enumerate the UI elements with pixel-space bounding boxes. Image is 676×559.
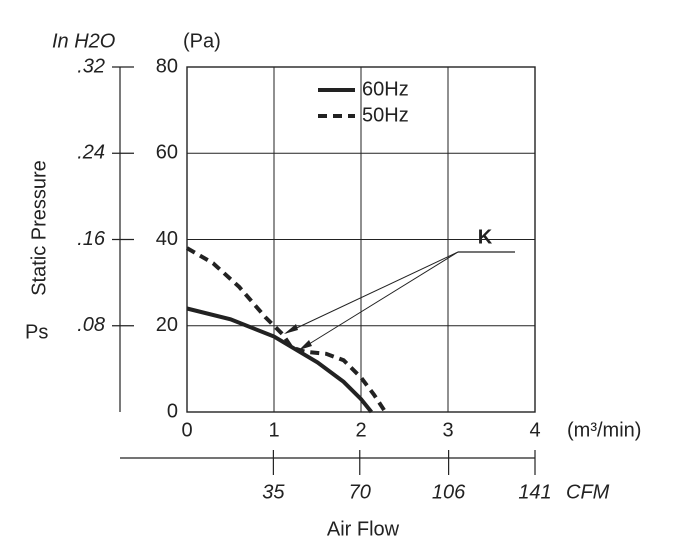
legend-label: 60Hz [362,78,409,100]
x2-tick-label: 70 [349,481,371,503]
series-line [186,306,373,414]
y2-unit: In H2O [52,30,115,52]
x-tick-label: 3 [442,419,453,441]
y-tick-label: 20 [156,314,178,336]
y-tick-label: 0 [167,400,178,422]
x-label: Air Flow [327,518,400,540]
y2-tick-label: .08 [77,314,105,336]
annotation-arrow [300,251,459,350]
arrow-head [284,324,298,334]
annotation: K [478,226,493,248]
plot-frame [186,66,536,413]
y-tick-label: 80 [156,55,178,77]
annotation-arrow [285,251,459,334]
x-unit: (m³/min) [567,419,641,441]
legend-label: 50Hz [362,104,409,126]
y-unit: (Pa) [183,30,221,52]
y-tick-label: 40 [156,228,178,250]
y-tick-label: 60 [156,142,178,164]
y2-tick-label: .24 [77,142,105,164]
x-tick-label: 1 [268,419,279,441]
y2-tick-label: .16 [77,228,106,250]
x2-tick-label: 35 [262,481,285,503]
x2-tick-label: 106 [432,481,466,503]
x2-unit: CFM [566,481,610,503]
y2-tick-label: .32 [77,55,105,77]
series-line [185,246,388,414]
y-label: Static Pressure [28,160,50,296]
y-symbol: Ps [25,321,48,343]
x-tick-label: 4 [529,419,540,441]
x2-tick-label: 141 [518,481,551,503]
arrow-head [299,340,312,350]
x-tick-label: 2 [355,419,366,441]
x-tick-label: 0 [181,419,192,441]
